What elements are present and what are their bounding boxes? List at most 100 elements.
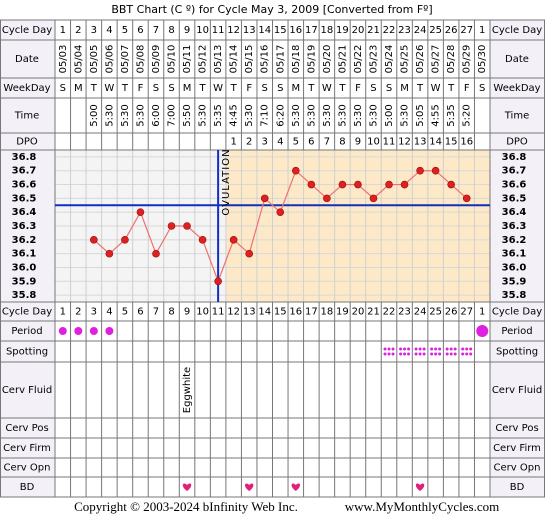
weekday: T [307, 83, 315, 94]
time: 6:00 [151, 104, 162, 126]
y-tick-label: 36.2 [12, 235, 37, 246]
dpo: 16 [460, 137, 473, 148]
spot [418, 352, 422, 356]
spot [418, 347, 422, 351]
temp-point [214, 277, 222, 286]
cycle-day: 5 [122, 25, 128, 36]
temp-point [323, 194, 331, 203]
dpo: 5 [293, 137, 299, 148]
time: 5:30 [322, 104, 333, 126]
cycle-day: 14 [258, 25, 271, 36]
time: 5:35 [446, 104, 457, 126]
date: 05/20 [322, 45, 333, 74]
weekday: S [386, 83, 392, 94]
dpo: 15 [445, 137, 458, 148]
cycle-day: 22 [383, 307, 396, 318]
cycle-day: 1 [479, 25, 485, 36]
cycle-day: 6 [137, 307, 143, 318]
spotting-dots [399, 347, 411, 356]
temp-point [292, 166, 300, 175]
temp-point [152, 249, 160, 258]
dpo: 2 [246, 137, 252, 148]
spot [399, 352, 403, 356]
cycle-day: 19 [336, 25, 349, 36]
time: 5:30 [337, 104, 348, 126]
weekday: F [355, 83, 361, 94]
weekday: M [400, 83, 409, 94]
weekday: S [262, 83, 268, 94]
spot [438, 347, 442, 351]
cycle-day: 13 [243, 25, 256, 36]
bd-heart [291, 483, 301, 491]
date: 05/19 [306, 45, 317, 74]
bd-heart [182, 483, 192, 491]
cycle-day: 27 [460, 307, 473, 318]
cycle-day: 2 [75, 25, 81, 36]
y-tick-label: 36.1 [502, 249, 527, 260]
y-tick-label: 36.5 [12, 193, 37, 204]
period-dot [476, 325, 489, 337]
spot [387, 352, 391, 356]
weekday: S [60, 83, 66, 94]
cycle-day: 2 [75, 307, 81, 318]
spot [414, 352, 418, 356]
cycle-day: 8 [168, 307, 174, 318]
time: 5:30 [306, 104, 317, 126]
weekday: T [338, 83, 346, 94]
date: 05/18 [291, 45, 302, 74]
cycle-day: 26 [445, 307, 458, 318]
date: 05/08 [135, 45, 146, 74]
spot [434, 347, 438, 351]
time: 5:30 [291, 104, 302, 126]
weekday: S [168, 83, 174, 94]
spot [438, 352, 442, 356]
y-tick-label: 36.0 [502, 262, 527, 273]
temp-point [369, 194, 378, 203]
temp-point [354, 180, 362, 189]
spot [469, 352, 473, 356]
temp-point [229, 236, 238, 244]
dpo: 6 [308, 137, 314, 148]
date: 05/28 [446, 45, 457, 74]
spot [449, 347, 453, 351]
cerv-fluid: Eggwhite [182, 367, 193, 413]
cycle-day: 6 [137, 25, 143, 36]
y-tick-label: 36.3 [12, 221, 37, 232]
time: 5:35 [213, 104, 224, 126]
spot [453, 352, 457, 356]
cycle-day: 24 [414, 307, 427, 318]
date: 05/17 [275, 45, 286, 74]
date: 05/11 [182, 45, 193, 74]
spot [445, 347, 449, 351]
cycle-day: 20 [352, 25, 365, 36]
spot [434, 352, 438, 356]
date: 05/09 [151, 45, 162, 74]
row-label: DPO [16, 137, 38, 148]
cycle-day: 25 [429, 307, 442, 318]
spot [461, 352, 465, 356]
cycle-day: 10 [196, 307, 209, 318]
spotting-dots [461, 347, 473, 356]
spotting-dots [445, 347, 457, 356]
cycle-day: 4 [106, 25, 112, 36]
weekday: T [90, 83, 98, 94]
row-label: Cerv Fluid [2, 385, 52, 396]
row-label: Cycle Day [2, 307, 52, 318]
date: 05/15 [244, 45, 255, 74]
cycle-day: 15 [274, 25, 287, 36]
date: 05/26 [415, 45, 426, 74]
spot [383, 352, 387, 356]
weekday: S [370, 83, 376, 94]
spot [403, 352, 407, 356]
y-tick-label: 36.7 [12, 166, 37, 177]
weekday: T [199, 83, 207, 94]
date: 05/21 [337, 45, 348, 74]
cycle-day: 27 [460, 25, 473, 36]
spot [465, 352, 469, 356]
time: 5:30 [368, 104, 379, 126]
period-dot [58, 327, 67, 335]
row-label: BD [510, 482, 525, 493]
temp-point [431, 166, 440, 175]
time: 5:20 [462, 104, 473, 126]
